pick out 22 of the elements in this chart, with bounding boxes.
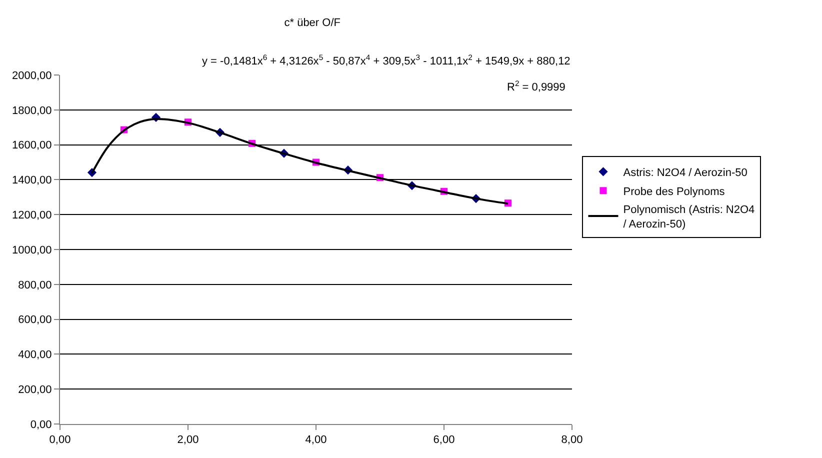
x-tick-label: 4,00 <box>305 434 327 446</box>
y-tick-label: 1600,00 <box>12 140 52 152</box>
x-tick-label: 8,00 <box>561 434 583 446</box>
legend-label: Probe des Polynoms <box>623 186 726 198</box>
y-tick-label: 1000,00 <box>12 244 52 256</box>
y-tick-label: 1400,00 <box>12 174 52 187</box>
y-tick-label: 1800,00 <box>12 104 52 117</box>
legend-label: Polynomisch (Astris: N2O4 / Aerozin-50) <box>623 204 755 230</box>
annotation: R$^{2}$ = 0,9999 <box>507 79 566 94</box>
y-tick-label: 400,00 <box>18 349 52 362</box>
chart-title: c* über O/F <box>284 17 341 30</box>
y-tick-label: 0,00 <box>30 418 52 431</box>
x-tick-label: 2,00 <box>177 434 199 446</box>
text: y = -0,1481x$^{6}$ + 4,3126x$^{5}$ - 50,87x$^{4}$ + 309,5x$^{3}$ - 1011,1x$^{2}$ + 1549,9x + 880,12 <box>202 53 570 68</box>
y-tick-label: 200,00 <box>18 384 52 396</box>
y-tick-label: 800,00 <box>18 279 52 292</box>
y-tick-label: 1200,00 <box>12 209 52 222</box>
x-tick-label: 0,00 <box>49 434 71 446</box>
legend-label: Astris: N2O4 / Aerozin-50 <box>623 166 748 179</box>
y-tick-label: 600,00 <box>18 314 52 326</box>
x-tick-label: 6,00 <box>433 434 455 446</box>
y-tick-label: 2000,00 <box>12 70 52 82</box>
